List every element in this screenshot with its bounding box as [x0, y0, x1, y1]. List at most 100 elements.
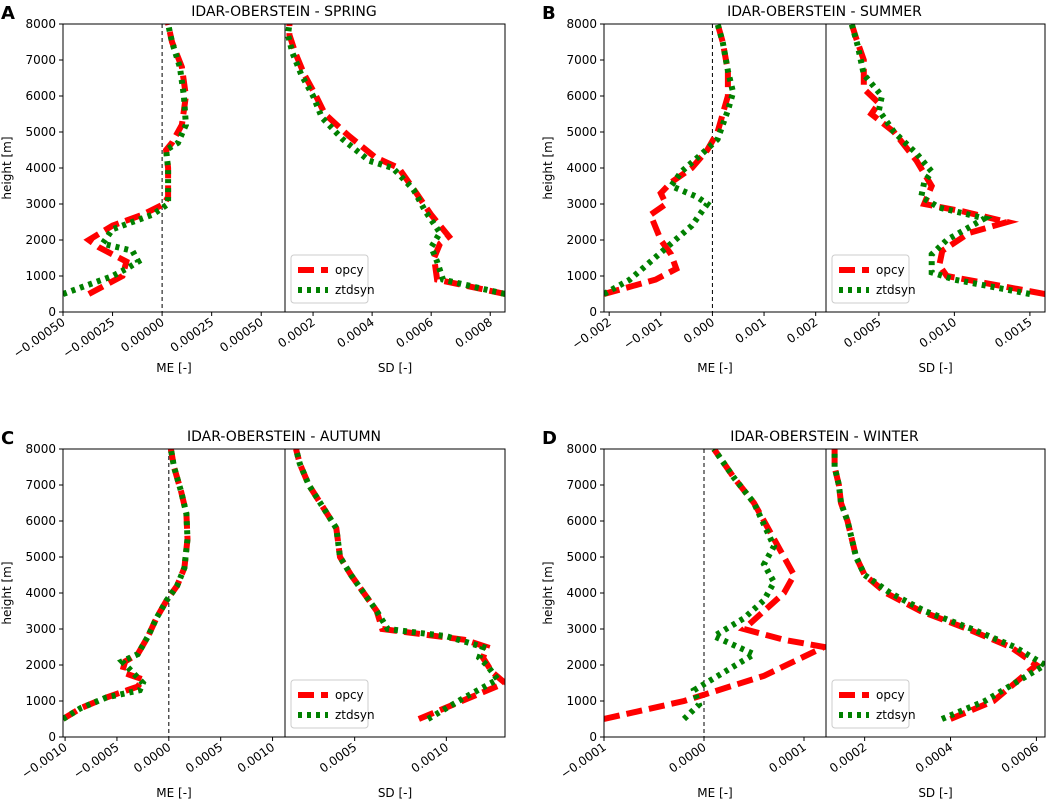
y-tick-label: 4000: [566, 161, 597, 175]
y-tick-label: 8000: [566, 442, 597, 456]
y-tick-label: 1000: [25, 694, 56, 708]
y-tick-label: 5000: [566, 550, 597, 564]
x-tick-label: 0.000: [681, 315, 717, 346]
series-ztdsyn: [285, 24, 505, 297]
y-tick-label: 1000: [566, 269, 597, 283]
y-tick-label: 2000: [566, 233, 597, 247]
y-tick-label: 6000: [566, 514, 597, 528]
x-tick-label: −0.001: [621, 315, 665, 352]
x-tick-label: 0.0010: [235, 740, 277, 776]
panel-label: C: [1, 428, 14, 449]
x-tick-label: −0.0005: [71, 740, 122, 781]
legend-label-ztdsyn: ztdsyn: [876, 283, 916, 297]
x-tick-label: 0.0010: [409, 740, 451, 776]
x-axis-label: SD [-]: [918, 786, 952, 800]
y-tick-label: 4000: [25, 161, 56, 175]
legend-label-opcy: opcy: [335, 688, 364, 702]
x-tick-label: 0.0010: [917, 315, 959, 351]
me-subplot: −0.002 −0.001 0.000 0.001 0.002 ME [-]: [569, 24, 820, 375]
x-tick-label: 0.00025: [168, 315, 217, 355]
legend-label-opcy: opcy: [876, 688, 905, 702]
y-axis-label: height [m]: [541, 136, 555, 199]
legend: opcy ztdsyn: [290, 679, 375, 729]
y-tick-label: 0: [589, 305, 597, 319]
x-axis-label: ME [-]: [156, 786, 191, 800]
y-tick-label: 4000: [25, 586, 56, 600]
x-tick-label: 0.0000: [131, 740, 173, 776]
panel-c: C IDAR-OBERSTEIN - AUTUMN 0 1000 2000 3000 400…: [0, 428, 506, 800]
panel-label: D: [542, 428, 557, 449]
series-opcy: [63, 449, 191, 722]
y-tick-label: 3000: [25, 622, 56, 636]
x-axis-label: SD [-]: [918, 361, 952, 375]
x-tick-label: 0.0004: [913, 740, 955, 776]
y-tick-label: 7000: [566, 478, 597, 492]
legend-label-opcy: opcy: [335, 263, 364, 277]
x-tick-label: 0.0006: [999, 740, 1041, 776]
x-tick-label: 0.00050: [217, 315, 266, 355]
series-opcy: [831, 449, 1042, 722]
y-tick-label: 5000: [566, 125, 597, 139]
y-tick-label: 0: [589, 730, 597, 744]
x-axis-label: ME [-]: [697, 361, 732, 375]
x-tick-label: −0.002: [569, 315, 613, 352]
x-tick-label: 0.002: [784, 315, 820, 346]
sd-subplot: 0.0005 0.0010 SD [-]: [293, 449, 505, 800]
y-axis-label: height [m]: [0, 561, 14, 624]
y-tick-label: 8000: [25, 17, 56, 31]
y-tick-label: 6000: [566, 89, 597, 103]
x-tick-label: −0.00025: [60, 315, 117, 361]
x-axis-label: ME [-]: [156, 361, 191, 375]
panel-title: IDAR-OBERSTEIN - SUMMER: [727, 4, 922, 20]
panel-label: B: [542, 3, 556, 24]
x-tick-label: 0.0001: [766, 740, 808, 776]
legend-label-ztdsyn: ztdsyn: [876, 708, 916, 722]
series-ztdsyn: [681, 449, 778, 722]
series-ztdsyn: [293, 449, 503, 722]
y-tick-label: 8000: [25, 442, 56, 456]
x-tick-label: 0.0015: [992, 315, 1034, 351]
x-tick-label: −0.0001: [558, 740, 609, 781]
y-tick-label: 3000: [25, 197, 56, 211]
y-tick-label: 3000: [566, 622, 597, 636]
x-tick-label: 0.0006: [393, 315, 435, 351]
y-tick-label: 5000: [25, 550, 56, 564]
y-tick-label: 3000: [566, 197, 597, 211]
panel-d: D IDAR-OBERSTEIN - WINTER 0 1000 2000 3000 400…: [541, 428, 1046, 800]
sd-subplot: 0.0002 0.0004 0.0006 0.0008 SD [-]: [275, 24, 505, 375]
axes-frame: [603, 448, 1046, 738]
x-tick-label: −0.00050: [11, 315, 68, 361]
y-tick-label: 0: [48, 730, 56, 744]
panel-title: IDAR-OBERSTEIN - SPRING: [191, 4, 376, 20]
sd-subplot: 0.0005 0.0010 0.0015 SD [-]: [841, 24, 1045, 375]
series-ztdsyn: [63, 24, 189, 297]
y-tick-label: 7000: [566, 53, 597, 67]
y-tick-label: 0: [48, 305, 56, 319]
series-opcy: [604, 449, 826, 722]
x-tick-label: 0.00000: [118, 315, 167, 355]
legend-label-opcy: opcy: [876, 263, 905, 277]
y-tick-label: 7000: [25, 53, 56, 67]
panel-a: A IDAR-OBERSTEIN - SPRING 0 1000 2000 3000 400…: [0, 3, 506, 375]
panel-title: IDAR-OBERSTEIN - WINTER: [730, 429, 919, 445]
x-tick-label: 0.0000: [666, 740, 708, 776]
axes-frame: [603, 23, 1046, 313]
axes-frame: [62, 448, 506, 738]
panel-b: B IDAR-OBERSTEIN - SUMMER 0 1000 2000 3000 400…: [541, 3, 1046, 375]
y-tick-label: 5000: [25, 125, 56, 139]
series-opcy: [83, 24, 189, 297]
y-tick-label: 6000: [25, 89, 56, 103]
panel-label: A: [1, 3, 15, 24]
y-axis-label: height [m]: [0, 136, 14, 199]
series-opcy: [293, 449, 505, 722]
x-tick-label: 0.0005: [841, 315, 883, 351]
panel-title: IDAR-OBERSTEIN - AUTUMN: [187, 429, 381, 445]
y-tick-label: 2000: [25, 233, 56, 247]
legend: opcy ztdsyn: [831, 679, 916, 729]
x-tick-label: −0.0010: [19, 740, 70, 781]
series-ztdsyn: [831, 449, 1045, 722]
me-subplot: −0.0010 −0.0005 0.0000 0.0005 0.0010 ME [-]: [19, 449, 277, 800]
x-tick-label: 0.0002: [827, 740, 869, 776]
legend-label-ztdsyn: ztdsyn: [335, 708, 375, 722]
legend: opcy ztdsyn: [290, 254, 375, 304]
